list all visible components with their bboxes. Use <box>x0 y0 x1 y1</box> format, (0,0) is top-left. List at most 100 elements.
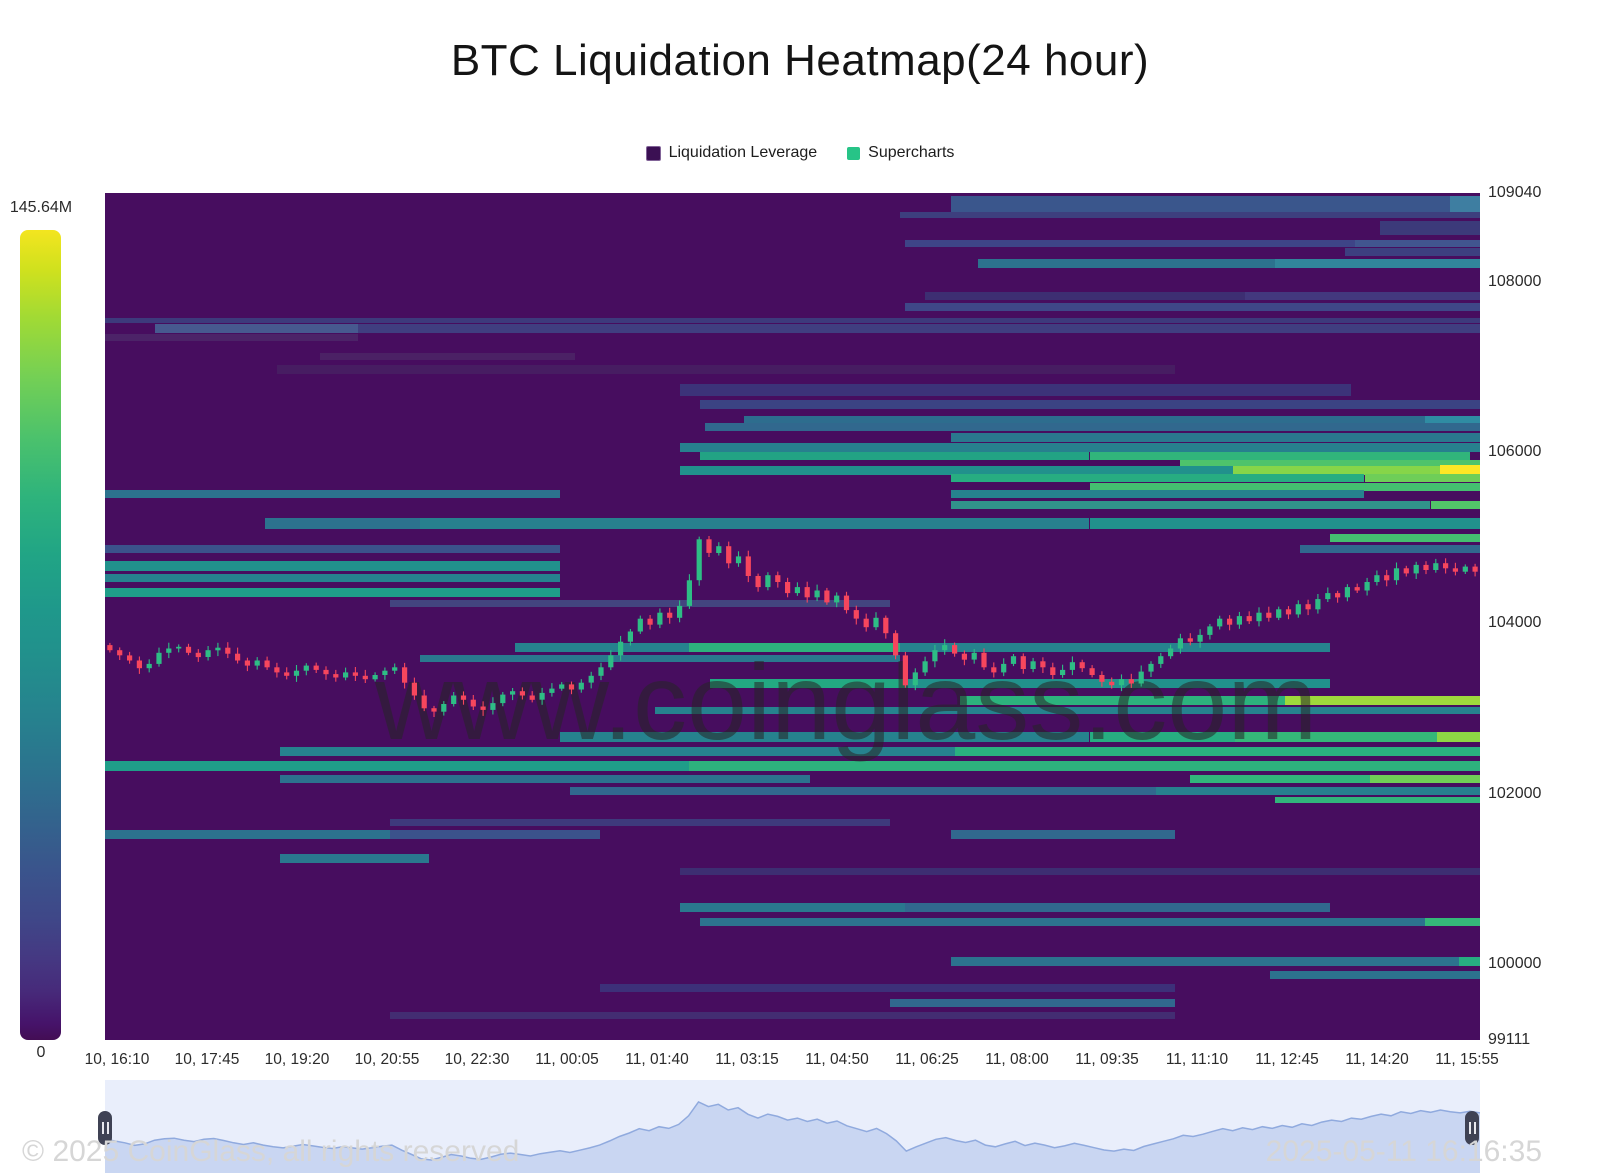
liquidation-stripe <box>358 323 1480 333</box>
legend: Liquidation Leverage Supercharts <box>0 144 1600 162</box>
time-tick-label: 11, 04:50 <box>805 1051 869 1068</box>
time-tick-label: 10, 22:30 <box>444 1051 510 1068</box>
liquidation-stripe <box>954 747 1480 757</box>
time-tick-label: 11, 03:15 <box>715 1051 779 1068</box>
liquidation-stripe <box>105 333 358 341</box>
time-tick-label: 11, 08:00 <box>985 1051 1049 1068</box>
liquidation-stripe <box>1354 239 1480 247</box>
navigator-left-handle[interactable] <box>98 1111 112 1145</box>
liquidation-stripe <box>950 474 1365 482</box>
time-tick-label: 11, 11:10 <box>1165 1051 1229 1068</box>
liquidation-stripe <box>899 212 1480 218</box>
navigator-area-chart <box>104 1101 1481 1173</box>
time-tick-label: 10, 20:55 <box>354 1051 420 1068</box>
legend-label: Supercharts <box>868 144 955 161</box>
liquidation-stripe <box>514 643 690 653</box>
time-axis: 10, 16:10 10, 17:45 10, 19:20 10, 20:55 10, … <box>85 1051 1499 1073</box>
liquidation-stripe <box>899 643 1331 653</box>
liquidation-stripe <box>950 957 1460 967</box>
liquidation-stripe <box>700 399 1480 409</box>
liquidation-stripe <box>1232 465 1441 475</box>
liquidation-stripe <box>1089 731 1236 742</box>
time-tick-label: 11, 12:45 <box>1255 1051 1319 1068</box>
liquidation-stripe <box>105 317 1480 323</box>
liquidation-stripe <box>950 490 1365 498</box>
liquidation-stripe <box>890 998 1175 1007</box>
liquidation-stripe <box>279 775 811 783</box>
liquidation-stripe <box>1425 415 1480 423</box>
time-tick-label: 11, 06:25 <box>895 1051 959 1068</box>
liquidation-stripe <box>950 830 1175 840</box>
time-tick-label: 10, 19:20 <box>264 1051 330 1068</box>
time-tick-label: 11, 09:35 <box>1075 1051 1139 1068</box>
colorbar-min-label: 0 <box>36 1044 46 1061</box>
liquidation-stripe <box>1284 696 1480 706</box>
price-tick-label: 108000 <box>1488 273 1542 290</box>
price-tick-label: 102000 <box>1488 785 1542 802</box>
liquidation-stripe <box>1437 731 1480 742</box>
liquidation-stripe <box>276 364 1175 374</box>
liquidation-stripe <box>679 442 1480 452</box>
page-title: BTC Liquidation Heatmap(24 hour) <box>450 36 1150 85</box>
snapshot-timestamp: 2025-05-11 16:16:35 <box>1265 1135 1542 1168</box>
liquidation-stripe <box>700 452 1090 460</box>
liquidation-stripe <box>744 415 1480 423</box>
navigator-right-handle[interactable] <box>1465 1111 1479 1145</box>
time-tick-label: 10, 17:45 <box>174 1051 240 1068</box>
legend-label: Liquidation Leverage <box>668 144 818 161</box>
liquidation-stripe <box>419 517 1090 529</box>
liquidation-stripe <box>655 706 1480 714</box>
liquidation-stripe <box>105 545 561 553</box>
liquidation-stripe <box>1275 796 1480 803</box>
legend-item-supercharts[interactable]: Supercharts <box>847 144 954 162</box>
liquidation-stripe <box>1370 775 1480 783</box>
liquidation-stripe <box>978 258 1276 268</box>
liquidation-stripe <box>679 903 906 913</box>
liquidation-stripe <box>105 574 561 582</box>
liquidation-stripe <box>1244 292 1480 300</box>
liquidation-stripe <box>679 465 1233 475</box>
time-tick-label: 10, 16:10 <box>84 1051 150 1068</box>
liquidation-stripe <box>905 903 1331 913</box>
liquidation-stripe <box>960 696 1285 706</box>
liquidation-stripe <box>950 432 1480 442</box>
liquidation-stripe <box>1459 957 1480 967</box>
liquidation-stripe <box>389 1012 1175 1020</box>
liquidation-stripe <box>279 747 955 757</box>
liquidation-stripe <box>1330 534 1480 542</box>
liquidation-stripe <box>560 731 1090 742</box>
liquidation-stripe <box>389 818 891 826</box>
liquidation-stripe <box>1299 545 1480 553</box>
time-tick-label: 11, 01:40 <box>625 1051 689 1068</box>
liquidation-stripe <box>924 292 1480 300</box>
price-tick-label: 104000 <box>1488 614 1542 631</box>
liquidation-stripe <box>1155 786 1480 795</box>
liquidation-stripe <box>704 423 1480 431</box>
liquidation-stripe <box>1425 917 1480 926</box>
price-tick-label: 99111 <box>1488 1031 1531 1048</box>
heatmap-plot-area[interactable]: www.coinglass.com <box>105 193 1480 1040</box>
price-tick-label: 100000 <box>1488 955 1542 972</box>
liquidation-stripe <box>389 599 891 607</box>
price-tick-label: 106000 <box>1488 443 1542 460</box>
liquidation-stripe <box>419 655 900 663</box>
liquidation-stripe <box>1180 460 1480 468</box>
legend-item-liquidation-leverage[interactable]: Liquidation Leverage <box>645 144 818 162</box>
navigator-track[interactable] <box>98 1080 1481 1173</box>
liquidation-stripe <box>905 679 1331 689</box>
liquidation-stripe <box>700 917 1425 926</box>
legend-marker-purple-icon <box>645 145 661 161</box>
liquidation-stripe <box>105 561 561 571</box>
liquidation-stripe <box>1449 196 1480 213</box>
liquidation-stripe <box>105 490 561 498</box>
liquidation-stripe <box>600 983 1175 992</box>
liquidation-stripe <box>1379 221 1480 235</box>
liquidation-stripe <box>1089 452 1471 460</box>
time-tick-label: 11, 15:55 <box>1435 1051 1499 1068</box>
liquidation-stripe <box>105 760 690 771</box>
liquidation-stripe <box>710 679 906 689</box>
colorbar-gradient <box>20 230 61 1040</box>
liquidation-stripe <box>319 352 576 360</box>
liquidation-stripe <box>1345 247 1480 256</box>
